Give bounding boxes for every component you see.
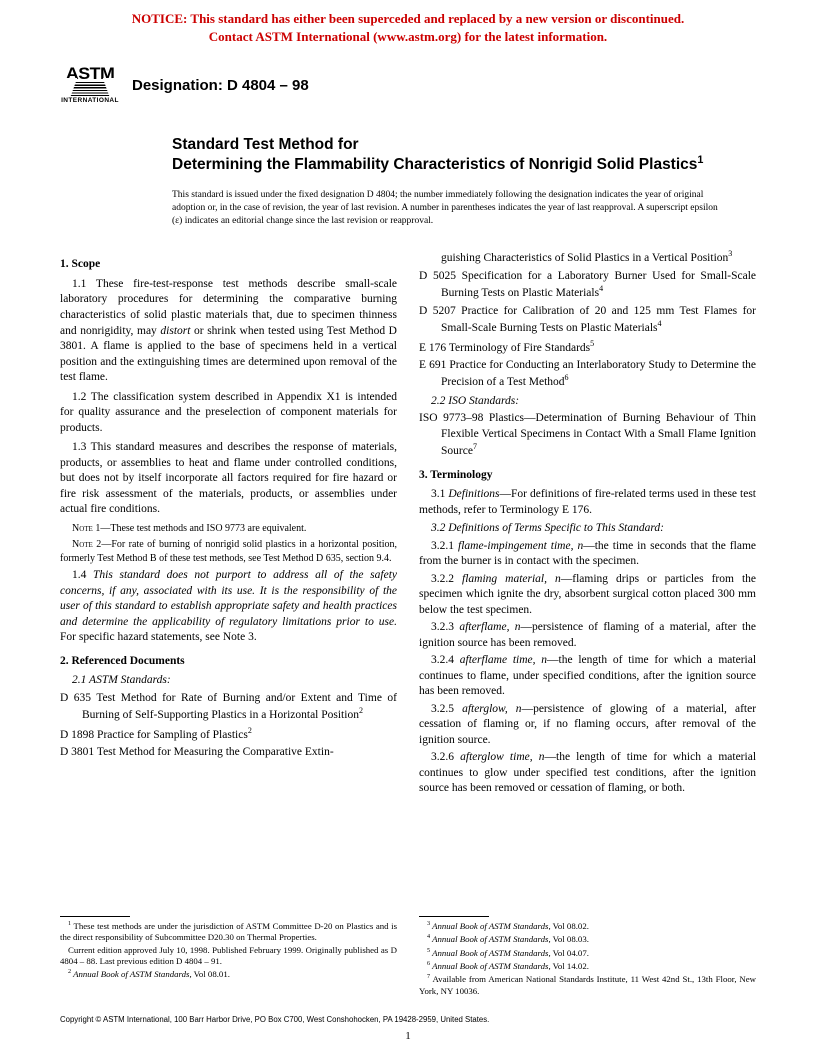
subhead-3-2: 3.2 Definitions of Terms Specific to Thi… — [419, 521, 756, 537]
footnote-7: 7 Available from American National Stand… — [419, 973, 756, 997]
subhead-2-2: 2.2 ISO Standards: — [419, 394, 756, 410]
notice-banner: NOTICE: This standard has either been su… — [0, 0, 816, 49]
note-2: Note 2—For rate of burning of nonrigid s… — [60, 538, 397, 565]
footnote-4: 4 Annual Book of ASTM Standards, Vol 08.… — [419, 933, 756, 945]
footnote-6: 6 Annual Book of ASTM Standards, Vol 14.… — [419, 960, 756, 972]
title-sup: 1 — [697, 154, 703, 166]
left-column: 1. Scope 1.1 These fire-test-response te… — [60, 249, 397, 798]
footnote-3: 3 Annual Book of ASTM Standards, Vol 08.… — [419, 920, 756, 932]
ref-d5207: D 5207 Practice for Calibration of 20 an… — [419, 304, 756, 337]
footnotes: 1 These test methods are under the juris… — [0, 906, 816, 998]
body-columns: 1. Scope 1.1 These fire-test-response te… — [0, 227, 816, 798]
logo-bars-icon — [64, 82, 116, 96]
def-3-2-5: 3.2.5 afterglow, n—persistence of glowin… — [419, 702, 756, 749]
footnote-1: 1 These test methods are under the juris… — [60, 920, 397, 944]
def-3-2-6: 3.2.6 afterglow time, n—the length of ti… — [419, 750, 756, 797]
note-1: Note 1—These test methods and ISO 9773 a… — [60, 522, 397, 536]
designation: Designation: D 4804 – 98 — [132, 77, 309, 94]
section-2-head: 2. Referenced Documents — [60, 654, 397, 670]
para-1-3: 1.3 This standard measures and describes… — [60, 440, 397, 518]
footnote-1b: Current edition approved July 10, 1998. … — [60, 945, 397, 968]
footnote-rule-left — [60, 916, 130, 917]
footnotes-left: 1 These test methods are under the juris… — [60, 906, 397, 998]
para-3-1: 3.1 Definitions—For definitions of fire-… — [419, 487, 756, 518]
ref-e176: E 176 Terminology of Fire Standards5 — [419, 339, 756, 356]
para-1-2: 1.2 The classification system described … — [60, 390, 397, 437]
footnote-5: 5 Annual Book of ASTM Standards, Vol 04.… — [419, 947, 756, 959]
title-kicker: Standard Test Method for — [172, 135, 756, 154]
footnotes-right: 3 Annual Book of ASTM Standards, Vol 08.… — [419, 906, 756, 998]
def-3-2-3: 3.2.3 afterflame, n—persistence of flami… — [419, 620, 756, 651]
def-3-2-4: 3.2.4 afterflame time, n—the length of t… — [419, 653, 756, 700]
title-main: Determining the Flammability Characteris… — [172, 154, 756, 175]
title-main-text: Determining the Flammability Characteris… — [172, 157, 697, 174]
issuance-note: This standard is issued under the fixed … — [0, 175, 816, 227]
ref-d3801-a: D 3801 Test Method for Measuring the Com… — [60, 745, 397, 761]
ref-e691: E 691 Practice for Conducting an Interla… — [419, 358, 756, 391]
header: ASTM INTERNATIONAL Designation: D 4804 –… — [0, 49, 816, 113]
logo-text-bottom: INTERNATIONAL — [61, 97, 119, 104]
def-3-2-1: 3.2.1 flame-impingement time, n—the time… — [419, 539, 756, 570]
para-1-1: 1.1 These fire-test-response test method… — [60, 277, 397, 386]
notice-line1: NOTICE: This standard has either been su… — [60, 10, 756, 28]
ref-d1898: D 1898 Practice for Sampling of Plastics… — [60, 726, 397, 743]
copyright: Copyright © ASTM International, 100 Barr… — [60, 1015, 756, 1024]
def-3-2-2: 3.2.2 flaming material, n—flaming drips … — [419, 572, 756, 619]
footnote-rule-right — [419, 916, 489, 917]
footnote-2: 2 Annual Book of ASTM Standards, Vol 08.… — [60, 968, 397, 980]
subhead-2-1: 2.1 ASTM Standards: — [60, 673, 397, 689]
ref-d635: D 635 Test Method for Rate of Burning an… — [60, 691, 397, 724]
ref-iso9773: ISO 9773–98 Plastics—Determination of Bu… — [419, 411, 756, 459]
ref-d5025: D 5025 Specification for a Laboratory Bu… — [419, 269, 756, 302]
para-1-4: 1.4 This standard does not purport to ad… — [60, 568, 397, 646]
section-1-head: 1. Scope — [60, 257, 397, 273]
page-number: 1 — [0, 1030, 816, 1042]
astm-logo: ASTM INTERNATIONAL — [60, 57, 120, 113]
title-block: Standard Test Method for Determining the… — [0, 113, 816, 175]
section-3-head: 3. Terminology — [419, 468, 756, 484]
right-column: guishing Characteristics of Solid Plasti… — [419, 249, 756, 798]
ref-d3801-b: guishing Characteristics of Solid Plasti… — [419, 249, 756, 266]
notice-line2: Contact ASTM International (www.astm.org… — [60, 28, 756, 46]
